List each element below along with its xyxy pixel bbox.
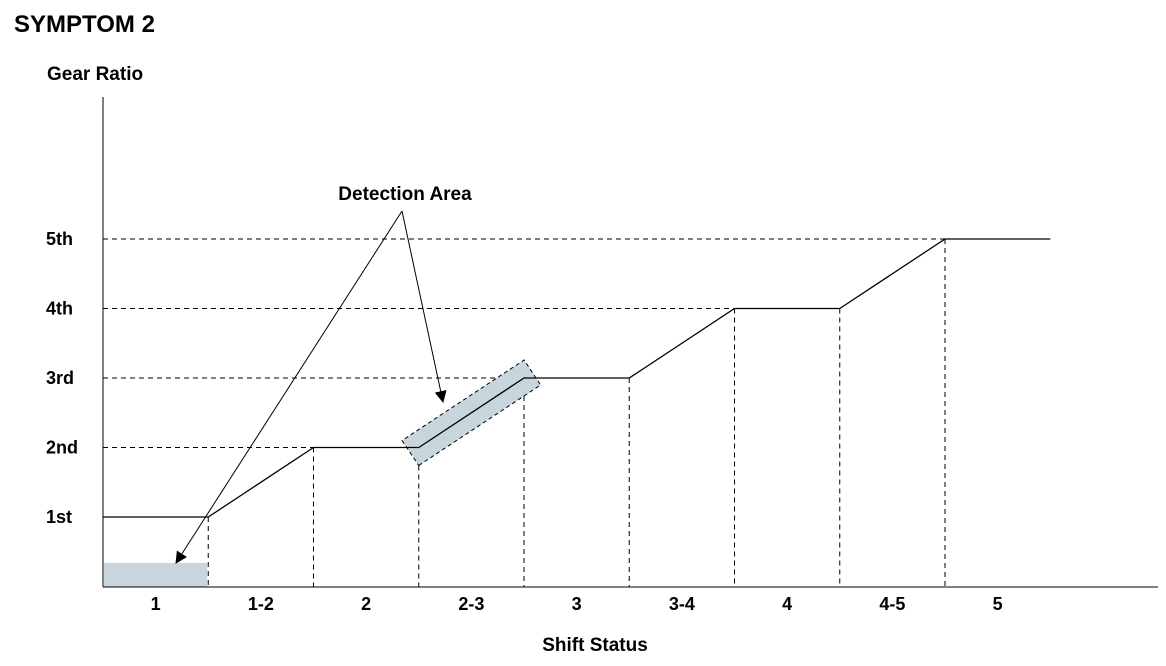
x-tick-label: 4-5: [879, 594, 905, 614]
x-tick-label: 2-3: [458, 594, 484, 614]
x-tick-label: 3-4: [669, 594, 695, 614]
chart-title: SYMPTOM 2: [14, 11, 155, 38]
x-axis-label: Shift Status: [542, 635, 648, 656]
x-tick-label: 4: [782, 594, 792, 614]
detection-area-label: Detection Area: [338, 184, 472, 205]
x-tick-label: 2: [361, 594, 371, 614]
y-tick-label: 3rd: [46, 368, 74, 388]
x-tick-labels: 1 1-2 2 2-3 3 3-4 4 4-5 5: [151, 594, 1003, 614]
y-axis-label: Gear Ratio: [47, 64, 143, 85]
x-tick-label: 1: [151, 594, 161, 614]
y-tick-label: 5th: [46, 229, 73, 249]
series-line: [103, 238, 1051, 518]
annotations: Detection Area: [175, 184, 472, 564]
y-tick-labels: 1st 2nd 3rd 4th 5th: [46, 229, 78, 527]
y-tick-label: 1st: [46, 507, 72, 527]
y-tick-label: 4th: [46, 299, 73, 319]
grid-lines: [103, 238, 946, 587]
series-group: [103, 238, 1051, 518]
x-tick-label: 1-2: [248, 594, 274, 614]
annotation-arrow-1: [175, 210, 403, 564]
annotation-arrow-2-3: [401, 210, 447, 403]
x-tick-label: 5: [993, 594, 1003, 614]
y-tick-label: 2nd: [46, 438, 78, 458]
detection-areas: [104, 359, 542, 587]
detection-area-1: [104, 563, 208, 587]
x-tick-label: 3: [572, 594, 582, 614]
